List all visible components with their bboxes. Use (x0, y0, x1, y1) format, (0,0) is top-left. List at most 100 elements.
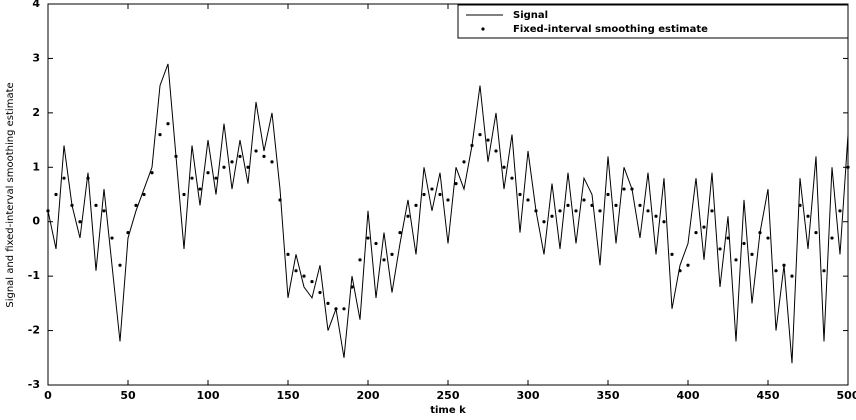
estimate-point (78, 220, 82, 224)
estimate-point (278, 198, 282, 202)
estimate-point (462, 160, 466, 164)
estimate-point (454, 182, 458, 186)
estimate-point (238, 154, 242, 158)
estimate-point (726, 236, 730, 240)
estimate-point (622, 187, 626, 191)
estimate-point (118, 263, 122, 267)
estimate-point (86, 176, 90, 180)
estimate-point (166, 122, 170, 126)
estimate-point (494, 149, 498, 153)
y-tick-label: 1 (32, 160, 40, 173)
estimate-point (542, 220, 546, 224)
estimate-point (678, 269, 682, 273)
estimate-point (526, 198, 530, 202)
estimate-point (342, 307, 346, 311)
estimate-point (254, 149, 258, 153)
x-tick-label: 0 (44, 389, 52, 402)
estimate-point (174, 154, 178, 158)
estimate-point (518, 192, 522, 197)
estimate-point (398, 231, 402, 235)
estimate-point (150, 171, 154, 175)
legend-marker (481, 27, 485, 31)
estimate-point (406, 214, 410, 218)
x-tick-label: 50 (120, 389, 136, 402)
estimate-point (766, 236, 770, 240)
estimate-point (358, 258, 362, 262)
estimate-point (126, 231, 130, 235)
estimate-point (222, 165, 226, 169)
estimate-point (286, 252, 290, 256)
estimate-point (262, 154, 266, 158)
y-tick-label: -2 (28, 324, 40, 337)
estimate-point (110, 236, 114, 240)
estimate-point (774, 269, 778, 273)
y-tick-label: 3 (32, 51, 40, 64)
estimate-point (430, 187, 434, 191)
estimate-point (374, 241, 378, 246)
estimate-point (446, 198, 450, 202)
estimate-point (142, 192, 146, 197)
y-tick-label: -3 (28, 378, 40, 391)
estimate-point (574, 209, 578, 213)
x-tick-label: 300 (517, 389, 540, 402)
estimate-point (470, 143, 474, 148)
signal-line (47, 63, 849, 364)
estimate-point (798, 203, 802, 207)
estimate-point (302, 274, 306, 278)
estimate-point (206, 171, 210, 175)
estimate-point (438, 192, 442, 197)
x-tick-label: 500 (837, 389, 856, 402)
x-tick-label: 150 (277, 389, 300, 402)
estimate-point (390, 252, 394, 256)
y-tick-label: 2 (32, 106, 40, 119)
estimate-point (782, 263, 786, 267)
estimate-point (486, 138, 490, 142)
legend-label: Signal (513, 10, 548, 21)
estimate-point (694, 231, 698, 235)
y-tick-label: 0 (32, 215, 40, 228)
estimate-point (718, 247, 722, 251)
estimate-point (422, 192, 426, 197)
estimate-point (558, 209, 562, 213)
estimate-point (686, 263, 690, 267)
estimate-point (70, 203, 74, 207)
x-tick-label: 450 (757, 389, 780, 402)
estimate-point (214, 176, 218, 180)
estimate-point (630, 187, 634, 191)
estimate-point (742, 241, 746, 246)
estimate-point (366, 236, 370, 240)
estimate-point (734, 258, 738, 262)
estimate-point (534, 209, 538, 213)
estimate-point (230, 160, 234, 164)
estimate-point (550, 214, 554, 218)
estimate-point (830, 236, 834, 240)
estimate-point (606, 192, 610, 197)
estimate-point (758, 231, 762, 235)
estimate-point (846, 165, 850, 169)
y-tick-label: -1 (28, 269, 40, 282)
estimate-point (702, 225, 706, 229)
estimate-point (646, 209, 650, 213)
estimate-point (94, 203, 98, 207)
estimate-point (566, 203, 570, 207)
estimate-point (62, 176, 66, 180)
estimate-point (326, 301, 330, 305)
estimate-point (662, 220, 666, 224)
x-tick-label: 200 (357, 389, 380, 402)
estimate-point (598, 209, 602, 213)
x-tick-label: 350 (597, 389, 620, 402)
estimate-point (318, 290, 322, 295)
estimate-point (614, 203, 618, 207)
estimate-point (294, 269, 298, 273)
estimate-point (310, 279, 314, 284)
estimate-point (654, 214, 658, 218)
x-tick-label: 400 (677, 389, 700, 402)
estimate-point (134, 203, 138, 207)
estimate-point (158, 133, 162, 137)
estimate-point (414, 203, 418, 207)
legend-label: Fixed-interval smoothing estimate (513, 24, 708, 35)
x-tick-label: 100 (197, 389, 220, 402)
estimate-point (790, 274, 794, 278)
x-tick-label: 250 (437, 389, 460, 402)
y-tick-label: 4 (32, 0, 40, 10)
